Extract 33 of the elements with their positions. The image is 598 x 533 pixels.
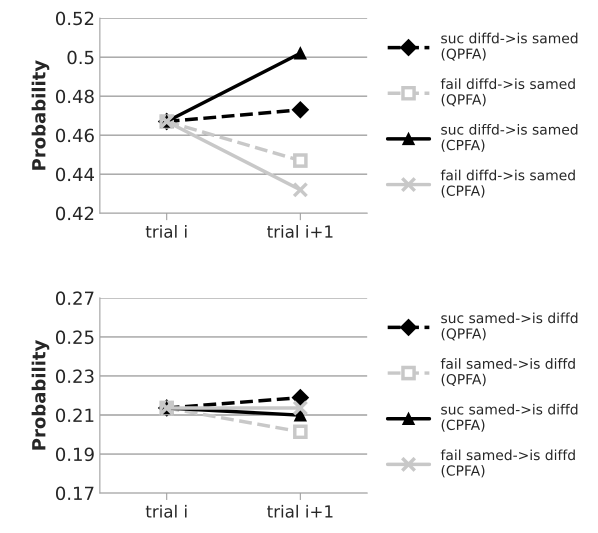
legend-label: fail diffd->is samed (CPFA) xyxy=(440,170,575,198)
legend-label: fail samed->is diffd (CPFA) xyxy=(440,449,575,478)
x-tick-label: trial i xyxy=(146,225,187,238)
y-tick-label: 0.27 xyxy=(56,291,94,306)
y-tick-label: 0.48 xyxy=(56,90,94,104)
legend-label: suc diffd->is samed (QPFA) xyxy=(441,32,578,61)
legend-label: suc samed->is diffd (QPFA) xyxy=(441,312,578,340)
y-tick-label: 0.21 xyxy=(56,408,94,422)
legend-label: fail samed->is diffd (QPFA) xyxy=(440,358,575,386)
point xyxy=(293,424,308,440)
y-tick-label: 0.17 xyxy=(56,486,94,500)
point xyxy=(292,182,308,198)
y-tick-label: 0.52 xyxy=(56,12,94,26)
y-tick-label: 0.44 xyxy=(56,168,94,182)
y-tick-label: 0.25 xyxy=(56,330,94,344)
y-axis-title: Probability xyxy=(32,340,50,450)
y-tick-label: 0.42 xyxy=(56,206,94,220)
point xyxy=(292,400,308,416)
point xyxy=(294,46,307,60)
point xyxy=(293,153,308,168)
x-tick-label: trial i+1 xyxy=(267,504,332,518)
legend-label: suc diffd->is samed (CPFA) xyxy=(441,124,578,152)
point xyxy=(292,101,309,118)
y-tick-label: 0.5 xyxy=(67,50,94,64)
y-tick-label: 0.23 xyxy=(56,369,94,384)
legend-label: fail diffd->is samed (QPFA) xyxy=(440,78,575,106)
y-axis-title: Probability xyxy=(32,60,50,170)
x-tick-label: trial i+1 xyxy=(267,225,332,238)
point xyxy=(292,389,309,406)
y-tick-label: 0.19 xyxy=(56,447,94,462)
x-tick-label: trial i xyxy=(146,504,187,518)
y-tick-label: 0.46 xyxy=(56,128,94,142)
legend-label: suc samed->is diffd (CPFA) xyxy=(441,404,578,432)
